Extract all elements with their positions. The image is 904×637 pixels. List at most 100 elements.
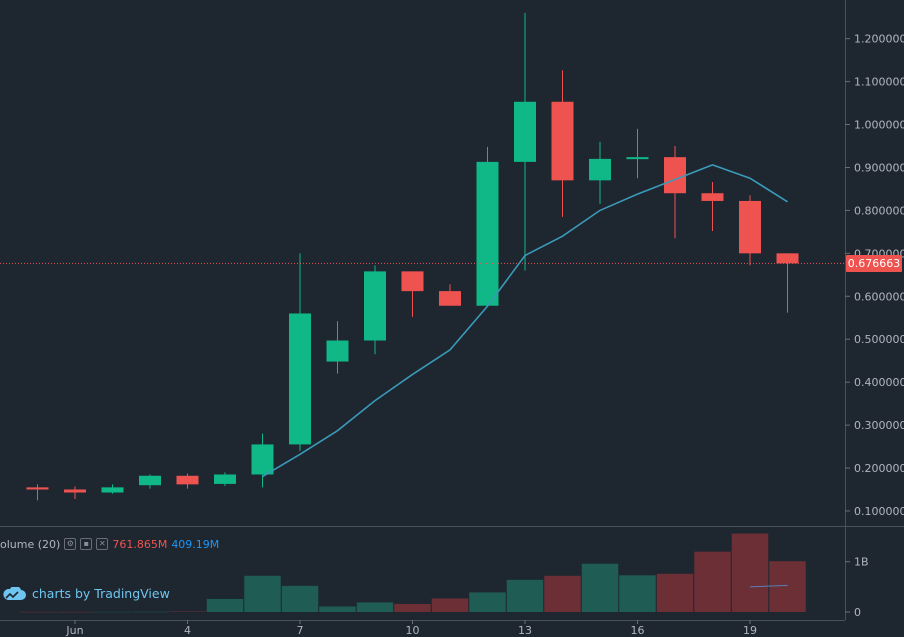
volume-bar bbox=[206, 598, 244, 612]
candle-body bbox=[739, 200, 761, 254]
candle bbox=[176, 473, 199, 489]
time-tick-label: 10 bbox=[406, 624, 420, 637]
volume-bar bbox=[244, 575, 281, 612]
price-tick-label: 0.600000 bbox=[854, 290, 904, 303]
candle-body bbox=[776, 253, 799, 264]
price-tick-label: 1.000000 bbox=[854, 119, 904, 132]
candle-body bbox=[326, 340, 349, 362]
ma-polyline bbox=[262, 164, 788, 478]
candle-body bbox=[139, 475, 161, 486]
price-tick-label: 1.100000 bbox=[854, 76, 904, 89]
candle-body bbox=[64, 489, 86, 493]
candle-body bbox=[176, 475, 199, 485]
volume-legend: olume (20) ⚙ ▪ ✕ 761.865M 409.19M bbox=[0, 535, 219, 553]
hide-icon[interactable]: ▪ bbox=[80, 538, 93, 550]
volume-value-2: 409.19M bbox=[171, 537, 220, 551]
candle bbox=[101, 484, 124, 494]
volume-bar bbox=[94, 611, 131, 613]
price-tick-label: 0.400000 bbox=[854, 376, 904, 389]
candle-body bbox=[401, 271, 424, 292]
candle bbox=[476, 146, 499, 306]
volume-tick-label: 1B bbox=[854, 556, 869, 569]
time-tick-label: 16 bbox=[631, 624, 645, 637]
candle-body bbox=[251, 444, 274, 475]
candle bbox=[439, 284, 461, 306]
candle-body bbox=[701, 193, 724, 201]
volume-bar bbox=[356, 602, 394, 612]
candle bbox=[401, 271, 424, 317]
candle-body bbox=[439, 291, 461, 306]
volume-bar bbox=[19, 611, 56, 613]
volume-bars bbox=[19, 533, 806, 613]
candle bbox=[514, 12, 536, 271]
branding-text: charts by TradingView bbox=[32, 586, 170, 601]
volume-bar bbox=[694, 551, 731, 612]
time-tick-label: Jun bbox=[65, 624, 83, 637]
volume-bar bbox=[131, 611, 169, 613]
price-axis: 1.200000 1.100000 1.000000 0.900000 0.800000… bbox=[845, 33, 904, 518]
price-tick-label: 0.300000 bbox=[854, 419, 904, 432]
time-tick-label: 7 bbox=[297, 624, 304, 637]
volume-bar bbox=[169, 611, 206, 612]
time-tick-label: 4 bbox=[184, 624, 191, 637]
volume-bar bbox=[731, 533, 769, 612]
volume-bar bbox=[431, 598, 469, 612]
time-tick-label: 19 bbox=[743, 624, 757, 637]
candle bbox=[64, 486, 86, 499]
volume-bar bbox=[769, 561, 806, 612]
candle bbox=[26, 484, 49, 501]
settings-icon[interactable]: ⚙ bbox=[64, 538, 77, 550]
candle-body bbox=[626, 157, 649, 160]
close-icon[interactable]: ✕ bbox=[96, 538, 109, 550]
candle bbox=[326, 321, 349, 374]
price-tick-label: 0.200000 bbox=[854, 462, 904, 475]
candle bbox=[289, 253, 311, 451]
candle-body bbox=[26, 487, 49, 490]
volume-bar bbox=[506, 579, 544, 612]
candles bbox=[26, 12, 799, 501]
volume-legend-title: olume (20) bbox=[0, 537, 61, 551]
candle-body bbox=[289, 313, 311, 445]
volume-bar bbox=[394, 603, 431, 612]
volume-bar bbox=[619, 575, 656, 612]
price-tick-label: 0.900000 bbox=[854, 161, 904, 174]
volume-axis: 1B 0 bbox=[845, 556, 869, 619]
candle-body bbox=[589, 158, 611, 181]
candle-body bbox=[476, 161, 499, 306]
last-price-label: 0.676663 bbox=[846, 254, 902, 272]
volume-ma-line bbox=[749, 584, 788, 588]
candle bbox=[739, 195, 761, 266]
candle-body bbox=[551, 101, 574, 181]
price-tick-label: 0.800000 bbox=[854, 204, 904, 217]
candle-body bbox=[101, 487, 124, 493]
price-tick-label: 0.500000 bbox=[854, 333, 904, 346]
candle bbox=[701, 182, 724, 232]
price-tick-label: 1.200000 bbox=[854, 33, 904, 46]
candle bbox=[589, 141, 611, 204]
volume-bar bbox=[544, 575, 581, 612]
candle-body bbox=[514, 101, 536, 162]
volume-value-1: 761.865M bbox=[112, 537, 168, 551]
cloud-icon bbox=[3, 586, 26, 600]
candle-body bbox=[364, 271, 386, 341]
candle bbox=[364, 265, 386, 355]
volume-bar bbox=[656, 573, 694, 612]
tradingview-branding[interactable]: charts by TradingView bbox=[2, 586, 170, 601]
candle bbox=[776, 253, 799, 313]
volume-tick-label: 0 bbox=[854, 606, 861, 619]
candle bbox=[251, 433, 274, 488]
candle bbox=[664, 145, 686, 239]
candle bbox=[551, 70, 574, 217]
time-axis: Jun 4 7 10 13 16 19 bbox=[65, 620, 757, 637]
volume-bar bbox=[469, 592, 506, 612]
candle-body bbox=[214, 474, 236, 484]
candle bbox=[139, 474, 161, 489]
volume-bar bbox=[281, 585, 319, 612]
volume-bar bbox=[581, 563, 619, 612]
moving-average bbox=[262, 164, 788, 478]
time-tick-label: 13 bbox=[518, 624, 532, 637]
price-tick-label: 0.100000 bbox=[854, 505, 904, 518]
